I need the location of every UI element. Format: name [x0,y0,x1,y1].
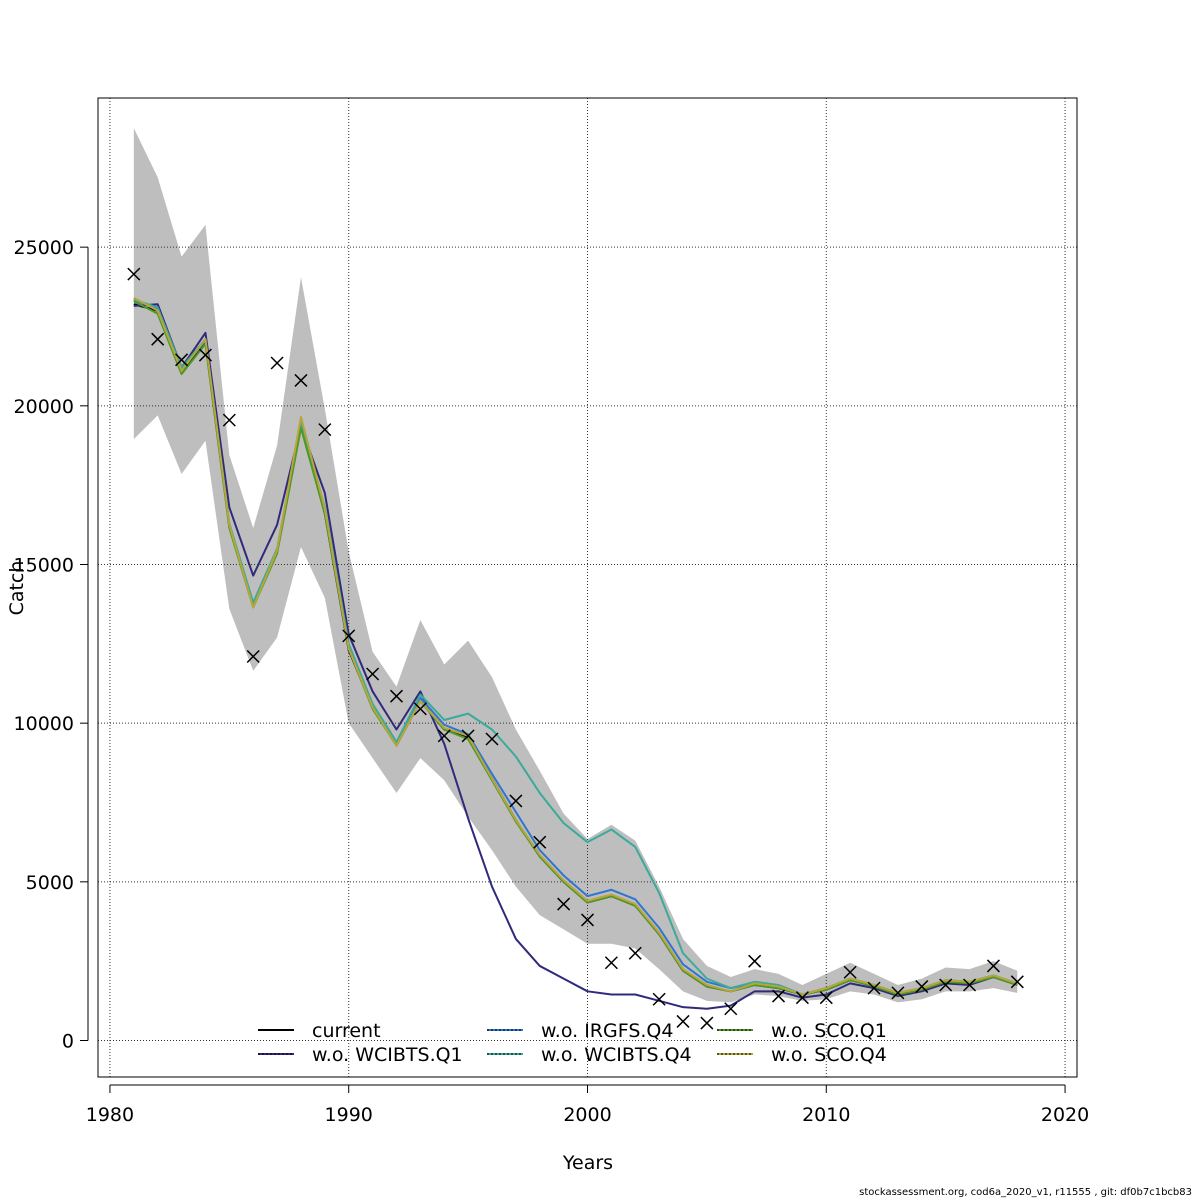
observed-point [270,356,284,370]
y-tick-label: 20000 [14,396,74,418]
grid-layer [98,98,1077,1077]
legend-label: w.o. SCO.Q1 [771,1020,887,1042]
observed-point [533,835,547,849]
observed-point [915,980,929,994]
observed-point [867,981,881,995]
observed-point [246,649,260,664]
x-tick-label: 1980 [86,1104,134,1126]
observed-point [389,689,404,703]
y-tick-label: 10000 [14,713,74,735]
observed-point [198,348,212,362]
footer-credit: stockassessment.org, cod6a_2020_v1, r115… [859,1187,1192,1198]
y-tick-label: 5000 [26,872,74,894]
y-axis: 0 5000 10000 15000 20000 25000 [14,237,89,1053]
confidence-band-layer [133,128,1018,1003]
observed-point [939,978,953,992]
observed-point [628,946,642,960]
plot-frame [97,97,1078,1078]
observed-point [604,956,618,970]
observed-point [366,667,380,681]
observed-point [652,992,666,1006]
x-tick-label: 2010 [802,1104,850,1126]
observed-point [676,1014,690,1029]
observed-point [1010,975,1024,989]
legend-label: w.o. WCIBTS.Q1 [312,1044,463,1066]
observed-point [819,991,833,1005]
observed-point [437,729,451,743]
observed-point [509,794,523,808]
observed-point [175,353,189,367]
observed-points-layer [127,267,1024,1030]
legend-label: w.o. SCO.Q4 [771,1044,887,1066]
observed-point [342,629,356,643]
series-line [133,303,1018,1010]
confidence-band [133,128,1018,1003]
legend-label: w.o. WCIBTS.Q4 [541,1044,692,1066]
observed-point [891,986,905,1000]
observed-point [986,959,1000,973]
observed-point [461,729,475,743]
observed-point [151,332,165,346]
observed-point [485,732,499,746]
observed-point [557,897,571,911]
observed-point [748,954,762,968]
y-tick-label: 15000 [14,554,74,576]
observed-point [771,989,786,1003]
observed-point [222,413,236,427]
x-tick-label: 2020 [1041,1104,1089,1126]
observed-point [795,991,809,1005]
x-axis: 1980 1990 2000 2010 2020 [86,1084,1089,1126]
observed-point [700,1016,714,1030]
observed-point [843,965,857,979]
observed-point [127,267,141,281]
legend-label: w.o. IRGFS.Q4 [541,1020,673,1042]
x-axis-title: Years [562,1152,613,1174]
observed-point [413,702,427,716]
observed-point [580,913,595,927]
x-tick-label: 1990 [325,1104,373,1126]
y-tick-label: 25000 [14,237,74,259]
legend-label: current [312,1020,381,1042]
y-axis-title: Catch [6,561,28,616]
observed-point [724,1002,738,1016]
y-tick-label: 0 [62,1031,74,1053]
x-tick-label: 2000 [563,1104,611,1126]
observed-point [318,423,332,437]
observed-point [294,373,308,387]
observed-point [963,978,977,992]
